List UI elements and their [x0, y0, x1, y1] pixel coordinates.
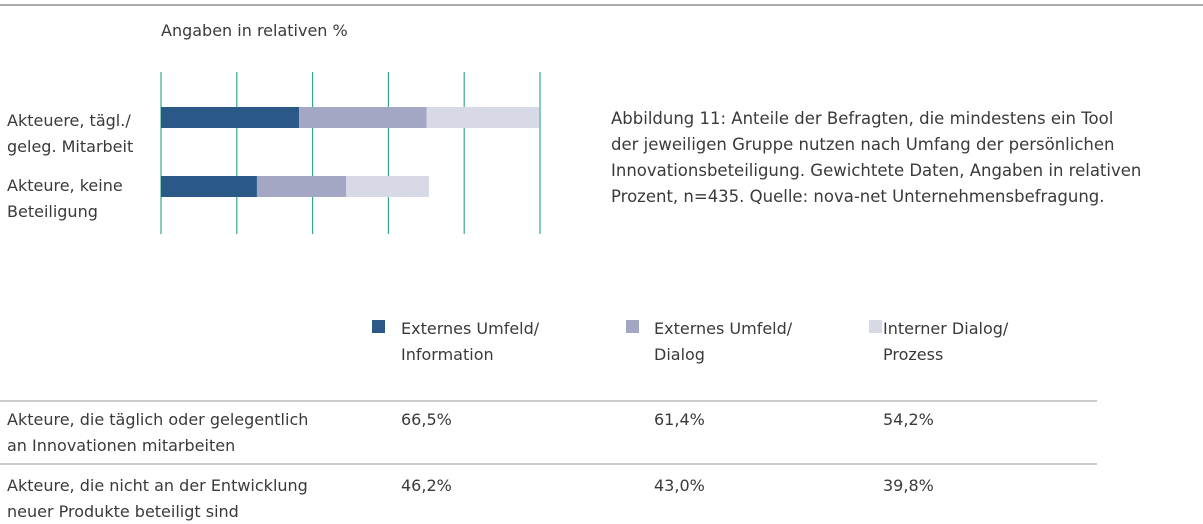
bar-segment [299, 107, 427, 128]
legend-swatch [372, 320, 385, 333]
bar-segment [426, 107, 540, 128]
caption: Abbildung 11: Anteile der Befragten, die… [611, 109, 1142, 206]
table-row-label: Akteure, die täglich oder gelegentlich a… [7, 410, 309, 455]
bar-segment [256, 176, 347, 197]
bar-segment [161, 176, 257, 197]
table-row-label: Akteure, die nicht an der Entwicklung ne… [7, 476, 308, 521]
table-cell: 46,2% [401, 476, 452, 495]
bar-segment [346, 176, 429, 197]
legend-label: Externes Umfeld/ Dialog [654, 319, 793, 364]
table-cell: 39,8% [883, 476, 934, 495]
table-cell: 61,4% [654, 410, 705, 429]
table-cell: 43,0% [654, 476, 705, 495]
table-cell: 54,2% [883, 410, 934, 429]
category-label: Akteuere, tägl./ geleg. Mitarbeit [7, 111, 134, 156]
bar-segment [161, 107, 300, 128]
table-cell: 66,5% [401, 410, 452, 429]
legend-label: Interner Dialog/ Prozess [883, 319, 1009, 364]
subtitle: Angaben in relativen % [161, 21, 348, 40]
category-label: Akteure, keine Beteiligung [7, 176, 123, 221]
legend-swatch [626, 320, 639, 333]
legend-label: Externes Umfeld/ Information [401, 319, 540, 364]
legend-swatch [869, 320, 882, 333]
